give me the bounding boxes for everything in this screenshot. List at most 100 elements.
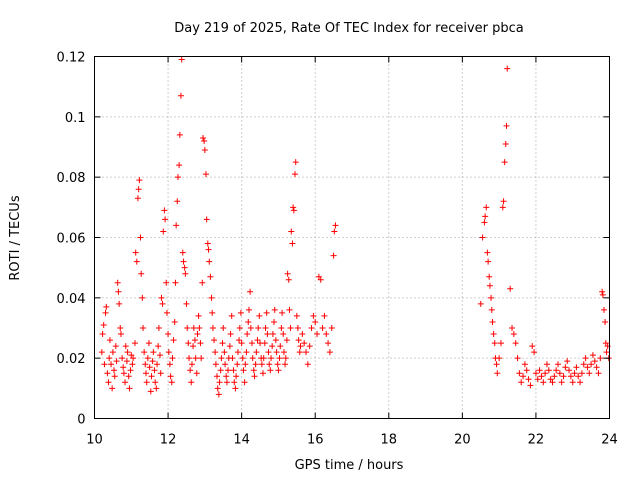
data-point <box>595 370 602 377</box>
data-point <box>180 258 187 265</box>
data-point <box>128 352 135 359</box>
data-point <box>593 364 600 371</box>
data-point <box>525 376 532 383</box>
data-point <box>127 367 134 374</box>
data-point <box>507 285 514 292</box>
data-point <box>602 318 609 325</box>
data-point <box>287 325 294 331</box>
data-point <box>137 234 144 241</box>
data-point <box>139 294 146 301</box>
data-point <box>188 379 195 386</box>
data-point <box>603 349 610 356</box>
y-tick-label: 0.02 <box>57 352 86 367</box>
data-point <box>244 331 251 338</box>
data-point <box>326 349 333 356</box>
data-point <box>273 349 280 356</box>
data-point <box>562 364 569 371</box>
data-point <box>197 340 204 347</box>
data-point <box>534 376 541 383</box>
data-point <box>529 343 536 350</box>
data-point <box>259 370 266 377</box>
data-point <box>251 373 258 380</box>
data-point <box>219 340 226 347</box>
data-point <box>588 361 595 368</box>
data-point <box>177 92 184 99</box>
data-point <box>314 331 321 338</box>
data-point <box>567 373 574 380</box>
data-point <box>126 385 133 392</box>
data-point <box>130 355 137 362</box>
data-point <box>226 343 233 350</box>
data-point <box>489 318 496 325</box>
data-point <box>115 288 122 295</box>
data-point <box>578 370 585 377</box>
data-point <box>195 312 202 319</box>
data-point <box>290 204 297 211</box>
data-point <box>317 276 324 283</box>
x-axis-ticks: 10 12 14 16 18 20 22 24 <box>86 56 618 448</box>
data-point <box>258 361 265 368</box>
data-point <box>144 355 151 362</box>
data-point <box>248 340 255 347</box>
data-point <box>193 370 200 377</box>
data-point <box>485 258 492 265</box>
data-point <box>190 325 197 331</box>
data-point <box>297 343 304 350</box>
data-points <box>98 56 612 398</box>
data-point <box>285 276 292 283</box>
data-point <box>584 364 591 371</box>
data-point <box>185 340 192 347</box>
data-point <box>153 385 160 392</box>
data-point <box>211 337 218 344</box>
data-point <box>491 340 498 347</box>
data-point <box>293 312 300 319</box>
data-point <box>254 337 261 344</box>
data-point <box>247 325 254 331</box>
data-point <box>168 379 175 386</box>
data-point <box>499 204 506 211</box>
data-point <box>207 273 214 280</box>
data-point <box>169 355 176 362</box>
data-point <box>157 370 164 377</box>
data-point <box>290 207 297 214</box>
data-point <box>142 361 149 368</box>
data-point <box>591 358 598 365</box>
data-point <box>250 367 257 374</box>
data-point <box>486 273 493 280</box>
data-point <box>600 306 607 313</box>
y-tick-label: 0.08 <box>57 171 86 186</box>
data-point <box>216 379 223 386</box>
data-point <box>134 195 141 202</box>
data-point <box>135 186 142 193</box>
data-point <box>542 370 549 377</box>
data-point <box>602 340 609 347</box>
data-point <box>112 343 119 350</box>
data-point <box>172 279 179 286</box>
data-point <box>502 140 509 147</box>
data-point <box>555 361 561 368</box>
data-point <box>266 361 273 368</box>
data-point <box>504 65 511 72</box>
data-point <box>253 349 260 356</box>
data-point <box>482 213 489 220</box>
chart-title: Day 219 of 2025, Rate Of TEC Index for r… <box>174 21 524 36</box>
data-point <box>217 367 224 374</box>
data-point <box>100 321 107 328</box>
data-point <box>220 325 227 331</box>
y-tick-label: 0.12 <box>57 51 86 66</box>
data-point <box>247 288 254 295</box>
data-point <box>501 159 508 166</box>
data-point <box>500 198 507 205</box>
data-point <box>212 349 219 356</box>
data-point <box>141 349 148 356</box>
data-point <box>174 198 181 205</box>
data-point <box>268 355 275 362</box>
data-point <box>234 361 241 368</box>
data-point <box>599 288 606 295</box>
data-point <box>184 325 191 331</box>
data-point <box>269 343 276 350</box>
data-point <box>163 309 170 316</box>
data-point <box>312 318 319 325</box>
data-point <box>132 249 139 256</box>
